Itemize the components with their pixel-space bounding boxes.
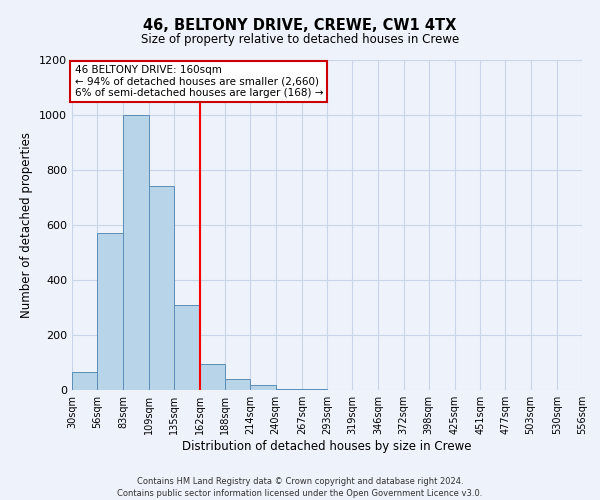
Bar — [72, 372, 97, 390]
Bar — [200, 364, 225, 390]
Bar — [149, 186, 174, 390]
Bar — [250, 384, 275, 390]
Bar — [97, 233, 124, 390]
Bar — [225, 379, 250, 390]
Bar — [302, 388, 327, 390]
Bar — [174, 304, 200, 390]
Bar — [275, 388, 302, 390]
Text: Size of property relative to detached houses in Crewe: Size of property relative to detached ho… — [141, 32, 459, 46]
Text: 46, BELTONY DRIVE, CREWE, CW1 4TX: 46, BELTONY DRIVE, CREWE, CW1 4TX — [143, 18, 457, 32]
Bar — [124, 115, 149, 390]
Text: Contains HM Land Registry data © Crown copyright and database right 2024.
Contai: Contains HM Land Registry data © Crown c… — [118, 476, 482, 498]
Y-axis label: Number of detached properties: Number of detached properties — [20, 132, 34, 318]
Text: 46 BELTONY DRIVE: 160sqm
← 94% of detached houses are smaller (2,660)
6% of semi: 46 BELTONY DRIVE: 160sqm ← 94% of detach… — [74, 65, 323, 98]
X-axis label: Distribution of detached houses by size in Crewe: Distribution of detached houses by size … — [182, 440, 472, 453]
